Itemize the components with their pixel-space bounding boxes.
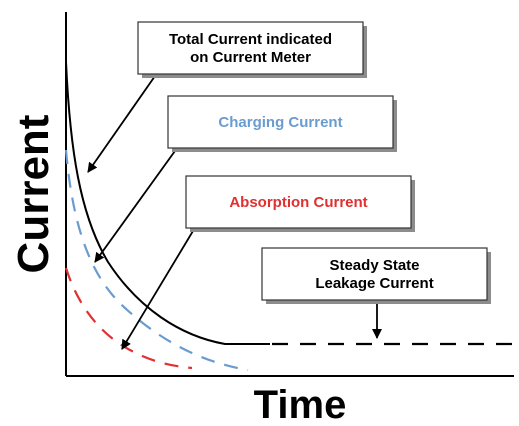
y-axis-title: Current [9, 114, 58, 273]
x-axis-title: Time [254, 383, 347, 426]
total-callout-box [138, 22, 363, 74]
total-callout-label: Total Current indicated [169, 31, 332, 48]
leakage-callout-box [262, 248, 487, 300]
leakage-callout-label: Leakage Current [315, 275, 433, 292]
charging-callout-label: Charging Current [218, 114, 342, 131]
total-callout-label: on Current Meter [190, 49, 311, 66]
charging-callout-arrow [95, 144, 180, 262]
absorption-callout-label: Absorption Current [229, 194, 367, 211]
absorption-callout: Absorption Current [186, 176, 415, 232]
absorption-series-line [66, 268, 192, 368]
leakage-callout-label: Steady State [329, 257, 419, 274]
charging-callout: Charging Current [168, 96, 397, 152]
total-callout-arrow [88, 76, 155, 172]
